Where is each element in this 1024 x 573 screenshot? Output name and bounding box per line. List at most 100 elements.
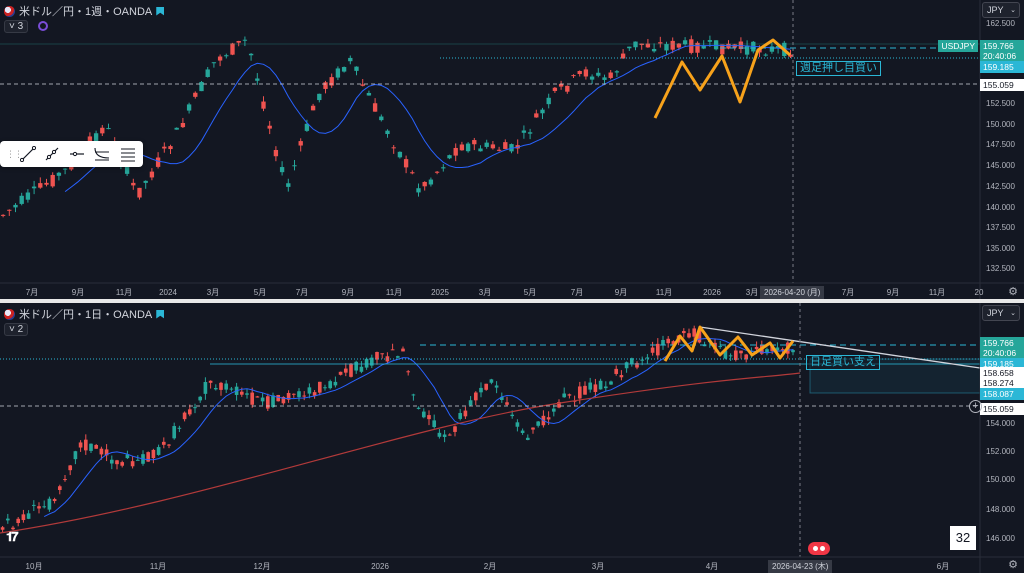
candle-body xyxy=(255,78,260,81)
trend-line-tool-icon[interactable] xyxy=(20,145,37,163)
time-tick: 11月 xyxy=(150,562,166,571)
candle-body xyxy=(372,103,378,112)
candle-body xyxy=(286,392,291,400)
bookmark-icon[interactable] xyxy=(156,6,165,16)
price-label: 155.059 xyxy=(980,79,1024,91)
candle-body xyxy=(629,358,634,365)
indicator-toggle[interactable]: ˅ 3 xyxy=(4,20,29,33)
candle-body xyxy=(13,204,18,208)
candle-body xyxy=(224,383,229,390)
chart-header: 米ドル／円・1日・OANDA xyxy=(4,306,165,322)
wave-path xyxy=(663,325,795,362)
candle-body xyxy=(775,347,780,351)
candle-body xyxy=(219,382,223,390)
time-tick: 2026 xyxy=(703,288,721,297)
candle-body xyxy=(333,381,338,386)
pane-divider[interactable] xyxy=(0,299,1024,303)
candle-body xyxy=(199,81,204,92)
candle-body xyxy=(593,384,598,392)
candle-body xyxy=(11,527,15,530)
price-tick: 132.500 xyxy=(986,264,1015,273)
candle-body xyxy=(651,48,657,52)
candle-body xyxy=(775,46,781,48)
price-tick: 150.000 xyxy=(986,120,1015,129)
candle-body xyxy=(432,420,437,427)
candle-body xyxy=(728,355,733,357)
candle-body xyxy=(19,195,24,204)
candle-body xyxy=(131,182,136,186)
candle-body xyxy=(596,72,601,76)
candle-body xyxy=(273,150,279,157)
drawing-toolbar: ⋮⋮ xyxy=(0,141,143,167)
fib-tool-icon[interactable] xyxy=(93,145,111,163)
candle-body xyxy=(385,130,390,135)
candle-body xyxy=(63,479,67,481)
price-label: 20:40:06 xyxy=(980,50,1024,62)
candle-body xyxy=(780,349,785,351)
record-icon[interactable] xyxy=(808,542,830,555)
candle-body xyxy=(645,43,651,48)
gear-icon[interactable]: ⚙ xyxy=(1008,286,1018,298)
indicator-icon[interactable] xyxy=(38,21,48,31)
candle-body xyxy=(503,142,508,149)
candle-body xyxy=(723,350,728,359)
candle-body xyxy=(369,357,374,366)
candle-body xyxy=(627,46,632,49)
candle-body xyxy=(366,92,372,96)
candle-body xyxy=(521,130,527,133)
gear-icon[interactable]: ⚙ xyxy=(1008,559,1018,571)
time-tick: 9月 xyxy=(72,288,84,297)
price-tick: 146.000 xyxy=(986,534,1015,543)
candle-body xyxy=(536,421,541,426)
daily-chart-canvas[interactable]: 154.000 152.000 150.000 148.000 146.000 10月 11… xyxy=(0,303,1024,573)
candle-body xyxy=(213,388,218,390)
candle-body xyxy=(658,42,663,44)
candle-body xyxy=(180,122,186,128)
daily-annotation[interactable]: 日足買い支え xyxy=(806,355,880,370)
price-tick: 147.500 xyxy=(986,140,1015,149)
candle-body xyxy=(260,397,265,402)
candle-body xyxy=(577,71,582,75)
candle-body xyxy=(89,443,93,451)
candle-body xyxy=(552,87,558,91)
weekly-chart-pane[interactable]: 162.500 152.500 150.000 147.500 145.000 142.5… xyxy=(0,0,1024,299)
weekly-chart-canvas[interactable]: 162.500 152.500 150.000 147.500 145.000 142.5… xyxy=(0,0,1024,299)
candle-body xyxy=(769,46,775,52)
horizontal-line-tool-icon[interactable] xyxy=(69,145,85,163)
candle-body xyxy=(83,439,88,451)
candle-body xyxy=(459,144,465,151)
channel-tool-icon[interactable] xyxy=(119,145,137,163)
candle-body xyxy=(614,368,619,374)
candle-body xyxy=(397,151,403,158)
candle-body xyxy=(442,434,447,437)
candle-body xyxy=(681,331,686,334)
usd-jpy-flag-icon xyxy=(4,5,15,17)
candle-body xyxy=(297,391,301,398)
time-tick: 9月 xyxy=(342,288,354,297)
candle-body xyxy=(390,349,395,351)
candle-body xyxy=(608,72,613,78)
candle-body xyxy=(135,459,140,461)
candle-body xyxy=(115,460,119,465)
candle-body xyxy=(687,333,691,338)
candle-body xyxy=(765,349,769,354)
symbol-title[interactable]: 米ドル／円・1日・OANDA xyxy=(19,309,153,321)
ray-tool-icon[interactable] xyxy=(44,145,60,163)
symbol-title[interactable]: 米ドル／円・1週・OANDA xyxy=(19,6,153,18)
candle-body xyxy=(490,144,496,149)
plus-icon[interactable]: + xyxy=(969,400,982,413)
weekly-annotation[interactable]: 週足押し目買い xyxy=(796,61,881,76)
currency-select[interactable]: JPY ⌄ xyxy=(982,2,1020,18)
candle-body xyxy=(193,407,197,409)
currency-select[interactable]: JPY ⌄ xyxy=(982,305,1020,321)
candle-body xyxy=(186,104,192,111)
drag-handle-icon[interactable]: ⋮⋮ xyxy=(6,148,23,159)
candle-body xyxy=(146,452,151,462)
candle-body xyxy=(304,123,310,131)
chevron-down-icon: ⌄ xyxy=(1010,7,1016,14)
indicator-toggle[interactable]: ˅ 2 xyxy=(4,323,29,336)
bookmark-icon[interactable] xyxy=(156,309,165,319)
price-tick: 135.000 xyxy=(986,244,1015,253)
daily-chart-pane[interactable]: 154.000 152.000 150.000 148.000 146.000 10月 11… xyxy=(0,303,1024,573)
candle-body xyxy=(447,434,452,436)
